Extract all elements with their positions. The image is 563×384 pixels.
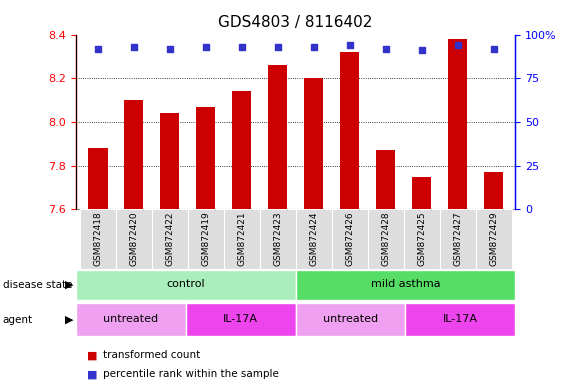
- Bar: [232, 91, 252, 209]
- Bar: [303, 78, 324, 209]
- FancyBboxPatch shape: [368, 209, 404, 269]
- Text: ▶: ▶: [65, 280, 73, 290]
- FancyBboxPatch shape: [224, 209, 260, 269]
- Bar: [196, 107, 216, 209]
- FancyBboxPatch shape: [404, 209, 440, 269]
- Text: GSM872425: GSM872425: [417, 211, 426, 266]
- Text: mild asthma: mild asthma: [370, 280, 440, 290]
- FancyBboxPatch shape: [440, 209, 476, 269]
- Point: [345, 42, 354, 48]
- Text: untreated: untreated: [104, 314, 158, 324]
- Point: [129, 44, 138, 50]
- Text: percentile rank within the sample: percentile rank within the sample: [103, 369, 279, 379]
- Point: [93, 45, 102, 51]
- Text: GDS4803 / 8116402: GDS4803 / 8116402: [218, 15, 373, 30]
- Text: GSM872424: GSM872424: [309, 211, 318, 266]
- Point: [165, 45, 174, 51]
- Text: GSM872421: GSM872421: [237, 211, 246, 266]
- Text: GSM872418: GSM872418: [93, 211, 102, 266]
- FancyBboxPatch shape: [79, 209, 115, 269]
- Bar: [412, 177, 431, 209]
- Point: [381, 45, 390, 51]
- Point: [417, 47, 426, 53]
- FancyBboxPatch shape: [186, 303, 296, 336]
- Text: GSM872429: GSM872429: [489, 211, 498, 266]
- Text: GSM872426: GSM872426: [345, 211, 354, 266]
- Text: GSM872419: GSM872419: [201, 211, 210, 266]
- Bar: [339, 52, 359, 209]
- Text: GSM872420: GSM872420: [129, 211, 138, 266]
- Text: ■: ■: [87, 369, 98, 379]
- Text: GSM872423: GSM872423: [273, 211, 282, 266]
- Text: untreated: untreated: [323, 314, 378, 324]
- FancyBboxPatch shape: [76, 270, 296, 300]
- Bar: [160, 113, 180, 209]
- Bar: [376, 150, 395, 209]
- Text: GSM872428: GSM872428: [381, 211, 390, 266]
- FancyBboxPatch shape: [76, 303, 186, 336]
- Bar: [124, 100, 144, 209]
- Bar: [448, 39, 467, 209]
- Point: [201, 44, 210, 50]
- FancyBboxPatch shape: [151, 209, 187, 269]
- FancyBboxPatch shape: [260, 209, 296, 269]
- FancyBboxPatch shape: [296, 209, 332, 269]
- Text: GSM872422: GSM872422: [165, 211, 174, 266]
- FancyBboxPatch shape: [296, 303, 405, 336]
- Point: [453, 42, 462, 48]
- Text: disease state: disease state: [3, 280, 72, 290]
- Point: [489, 45, 498, 51]
- Bar: [267, 65, 288, 209]
- Text: control: control: [167, 280, 205, 290]
- FancyBboxPatch shape: [332, 209, 368, 269]
- Text: transformed count: transformed count: [103, 350, 200, 360]
- Bar: [484, 172, 503, 209]
- FancyBboxPatch shape: [296, 270, 515, 300]
- FancyBboxPatch shape: [187, 209, 224, 269]
- Bar: [88, 148, 108, 209]
- Text: ■: ■: [87, 350, 98, 360]
- FancyBboxPatch shape: [115, 209, 151, 269]
- Point: [237, 44, 246, 50]
- Text: IL-17A: IL-17A: [443, 314, 478, 324]
- FancyBboxPatch shape: [405, 303, 515, 336]
- Point: [309, 44, 318, 50]
- Text: agent: agent: [3, 314, 33, 325]
- Text: IL-17A: IL-17A: [223, 314, 258, 324]
- Text: GSM872427: GSM872427: [453, 211, 462, 266]
- FancyBboxPatch shape: [476, 209, 512, 269]
- Point: [273, 44, 282, 50]
- Text: ▶: ▶: [65, 314, 73, 325]
